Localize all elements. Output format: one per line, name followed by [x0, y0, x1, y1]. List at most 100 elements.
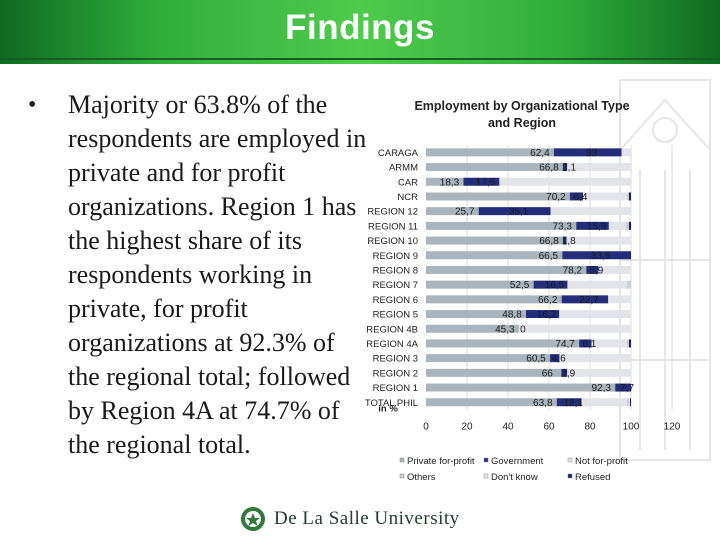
bar-segment	[426, 163, 563, 172]
category-label: REGION 5	[373, 310, 418, 321]
bar-segment	[567, 368, 631, 377]
category-label: REGION 7	[373, 280, 418, 291]
category-label: REGION 4B	[366, 324, 418, 335]
category-label: REGION 2	[373, 368, 418, 379]
data-label: 73,3	[553, 221, 573, 232]
bar-segment	[628, 221, 631, 230]
bar-segment	[566, 236, 631, 245]
data-label: 4,6	[552, 354, 566, 365]
bar-segment	[550, 207, 631, 216]
bar-segment	[426, 280, 534, 289]
legend-swatch	[567, 473, 573, 479]
bar-segment	[615, 383, 631, 392]
data-label: 6,1	[582, 339, 596, 350]
data-label: 74,7	[555, 339, 575, 350]
bar-segment	[426, 192, 570, 201]
x-tick-label: 20	[461, 422, 473, 433]
x-tick-label: 80	[584, 422, 596, 433]
bar-segment	[561, 368, 568, 377]
category-label: ARMM	[389, 163, 418, 174]
bar-segment	[426, 383, 616, 392]
university-seal-logo	[241, 507, 265, 531]
category-label: NCR	[397, 192, 418, 203]
legend-swatch	[483, 473, 489, 479]
bar-segment	[426, 251, 563, 260]
bar-segment	[562, 163, 568, 172]
data-label: 2,9	[561, 368, 575, 379]
legend-label: Government	[491, 456, 544, 467]
bar-segment	[628, 398, 630, 407]
data-label: 12,1	[563, 398, 583, 409]
data-label: 33	[586, 148, 598, 159]
legend-label: Refused	[575, 472, 610, 483]
category-label: TOTAL PHIL	[365, 398, 418, 409]
bar-segment	[628, 339, 631, 348]
data-label: 45,3	[495, 324, 515, 335]
category-label: REGION 3	[373, 354, 418, 365]
bar-segment	[629, 398, 631, 407]
data-label: 17,5	[476, 177, 496, 188]
bar-segment	[608, 295, 631, 304]
x-tick-label: 120	[664, 422, 681, 433]
bar-segment	[608, 221, 626, 230]
bar-segment	[579, 339, 592, 348]
data-label: 18,3	[440, 177, 460, 188]
data-label: 16,5	[545, 280, 565, 291]
category-label: REGION 4A	[366, 339, 418, 350]
category-label: REGION 10	[367, 236, 418, 247]
data-label: 92,3	[591, 383, 611, 394]
bar-segment	[426, 177, 464, 186]
legend-swatch	[483, 457, 489, 463]
x-tick-label: 100	[623, 422, 640, 433]
bar-segment	[559, 354, 631, 363]
bar-segment	[553, 148, 622, 157]
data-label: 63,8	[533, 398, 553, 409]
data-label: 25,7	[455, 207, 475, 218]
bar-segment	[559, 310, 631, 319]
x-tick-label: 0	[423, 422, 429, 433]
bar-segment	[567, 280, 627, 289]
bar-segment	[426, 207, 479, 216]
legend-swatch	[567, 457, 573, 463]
bar-segment	[567, 163, 631, 172]
data-label: 15,9	[587, 221, 607, 232]
data-label: 62,4	[530, 148, 550, 159]
bar-segment	[426, 398, 557, 407]
bar-segment	[562, 236, 567, 245]
data-label: 78,2	[563, 265, 583, 276]
legend-label: Don't know	[491, 472, 538, 483]
chart-title: and Region	[488, 116, 556, 130]
data-label: 33,5	[591, 251, 611, 262]
footer-brand: De La Salle University	[274, 508, 460, 529]
data-label: 66,5	[539, 251, 559, 262]
bar-segment	[581, 398, 627, 407]
bar-segment	[625, 221, 629, 230]
data-label: 66,8	[539, 236, 559, 247]
legend-label: Not for-profit	[575, 456, 628, 467]
legend-swatch	[399, 457, 405, 463]
category-label: REGION 11	[368, 221, 418, 232]
data-label: 48,8	[502, 310, 522, 321]
bar-segment	[556, 398, 582, 407]
bar-segment	[626, 339, 629, 348]
data-label: 66,8	[539, 163, 559, 174]
bar-segment	[426, 310, 527, 319]
bar-segment	[561, 295, 609, 304]
legend-label: Others	[407, 472, 436, 483]
bar-segment	[598, 265, 631, 274]
x-tick-label: 40	[502, 422, 514, 433]
bar-segment	[518, 324, 631, 333]
axis-unit-label: in %	[378, 404, 398, 415]
bar-segment	[426, 221, 577, 230]
bar-segment	[426, 354, 551, 363]
bar-segment	[426, 339, 580, 348]
bar-segment	[626, 280, 631, 289]
data-label: 0	[520, 324, 526, 335]
bar-segment	[426, 295, 562, 304]
data-label: 22,7	[579, 295, 599, 306]
slide-title: Findings	[285, 8, 435, 47]
stacked-bar-chart: Employment by Organizational Type and Reg…	[365, 99, 681, 483]
category-label: CAR	[398, 177, 418, 188]
bar-segment	[628, 192, 631, 201]
legend-swatch	[399, 473, 405, 479]
